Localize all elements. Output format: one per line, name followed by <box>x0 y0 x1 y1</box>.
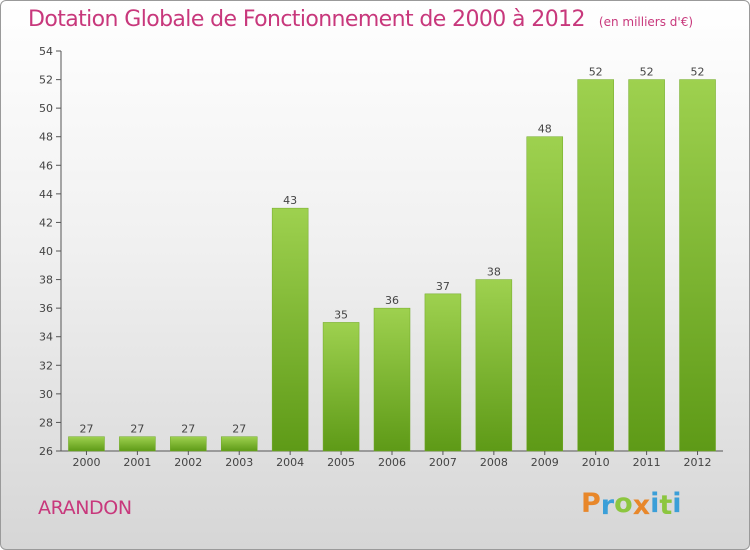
y-tick-label: 42 <box>39 216 53 229</box>
y-tick-label: 40 <box>39 245 53 258</box>
bar-value-label: 43 <box>283 194 297 207</box>
y-tick-label: 52 <box>39 74 53 87</box>
y-tick-label: 44 <box>39 188 53 201</box>
bar-value-label: 27 <box>181 423 195 436</box>
bar <box>170 436 207 452</box>
bar <box>322 322 360 452</box>
bar-value-label: 52 <box>589 66 603 79</box>
bar-value-label: 27 <box>130 423 144 436</box>
x-tick-label: 2001 <box>123 456 151 469</box>
chart-title: Dotation Globale de Fonctionnement de 20… <box>28 7 693 32</box>
x-tick-label: 2009 <box>531 456 559 469</box>
x-tick-label: 2003 <box>225 456 253 469</box>
bar-value-label: 52 <box>691 66 705 79</box>
x-tick-label: 2007 <box>429 456 457 469</box>
bar-value-label: 37 <box>436 280 450 293</box>
bar <box>577 79 614 452</box>
bar-value-label: 36 <box>385 294 399 307</box>
proxiti-logo[interactable]: Proxiti <box>581 488 682 521</box>
y-tick-label: 38 <box>39 274 53 287</box>
bar <box>424 293 462 452</box>
y-tick-label: 36 <box>39 302 53 315</box>
bar <box>271 207 309 452</box>
bar <box>68 436 105 452</box>
chart-title-text: Dotation Globale de Fonctionnement de 20… <box>28 7 586 32</box>
x-tick-label: 2000 <box>72 456 100 469</box>
bar <box>373 307 411 452</box>
logo-letter: t <box>659 490 673 521</box>
y-tick-label: 26 <box>39 445 53 458</box>
bar <box>526 136 564 452</box>
logo-letter: i <box>650 488 660 519</box>
x-tick-label: 2010 <box>582 456 610 469</box>
y-tick-label: 34 <box>39 331 53 344</box>
x-tick-label: 2006 <box>378 456 406 469</box>
y-tick-label: 28 <box>39 416 53 429</box>
y-tick-label: 46 <box>39 159 53 172</box>
bar-value-label: 27 <box>232 423 246 436</box>
y-tick-label: 54 <box>39 45 53 58</box>
logo-letter: i <box>672 488 682 519</box>
logo-letter: x <box>632 490 651 521</box>
bar-value-label: 48 <box>538 123 552 136</box>
bar <box>220 436 258 452</box>
x-tick-label: 2011 <box>633 456 661 469</box>
bar-value-label: 52 <box>640 66 654 79</box>
y-tick-label: 50 <box>39 102 53 115</box>
bar-value-label: 27 <box>79 423 93 436</box>
logo-letter: o <box>614 488 633 519</box>
x-tick-label: 2012 <box>684 456 712 469</box>
bar-value-label: 38 <box>487 266 501 279</box>
bar-value-label: 35 <box>334 308 348 321</box>
commune-name: ARANDON <box>38 497 132 519</box>
bar <box>475 279 513 452</box>
y-tick-label: 30 <box>39 388 53 401</box>
y-tick-label: 48 <box>39 131 53 144</box>
bar <box>679 79 716 452</box>
bar <box>119 436 156 452</box>
logo-letter: P <box>581 488 601 519</box>
y-tick-label: 32 <box>39 359 53 372</box>
chart-unit: (en milliers d'€) <box>598 15 694 29</box>
x-tick-label: 2005 <box>327 456 355 469</box>
logo-letter: r <box>600 490 615 521</box>
x-tick-label: 2004 <box>276 456 304 469</box>
bar <box>628 79 665 452</box>
x-tick-label: 2002 <box>174 456 202 469</box>
x-tick-label: 2008 <box>480 456 508 469</box>
